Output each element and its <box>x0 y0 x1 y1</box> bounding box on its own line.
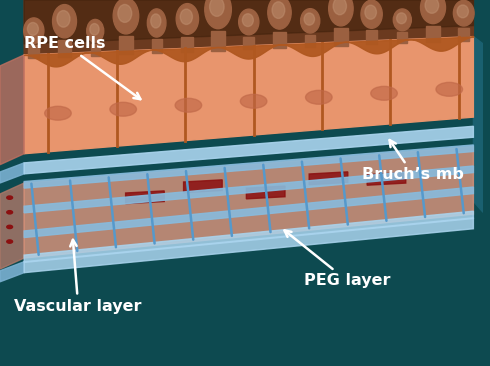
Text: RPE cells: RPE cells <box>24 37 141 99</box>
Text: Vascular layer: Vascular layer <box>15 240 142 314</box>
Bar <box>91 44 100 56</box>
Bar <box>366 30 377 44</box>
Ellipse shape <box>396 13 406 24</box>
Bar <box>151 39 162 53</box>
Polygon shape <box>24 187 473 238</box>
Polygon shape <box>0 240 483 366</box>
Ellipse shape <box>24 18 44 44</box>
Polygon shape <box>0 183 24 269</box>
Text: PEG layer: PEG layer <box>285 231 391 288</box>
Polygon shape <box>24 218 473 273</box>
Ellipse shape <box>371 86 397 100</box>
Bar <box>273 31 286 48</box>
Ellipse shape <box>210 0 224 16</box>
Ellipse shape <box>304 13 315 25</box>
Ellipse shape <box>436 82 463 96</box>
Polygon shape <box>473 37 483 212</box>
Ellipse shape <box>180 9 193 25</box>
Ellipse shape <box>118 4 132 22</box>
Ellipse shape <box>365 5 376 19</box>
Bar <box>119 37 133 55</box>
Polygon shape <box>24 126 473 174</box>
Bar <box>397 32 407 43</box>
Ellipse shape <box>57 11 70 27</box>
Polygon shape <box>24 211 473 262</box>
Ellipse shape <box>110 102 137 116</box>
Ellipse shape <box>147 9 166 37</box>
Ellipse shape <box>240 94 267 108</box>
Bar <box>426 26 440 42</box>
Polygon shape <box>0 262 24 282</box>
Polygon shape <box>24 37 473 154</box>
Bar <box>305 35 316 47</box>
Ellipse shape <box>239 9 259 35</box>
Bar <box>334 28 347 46</box>
Ellipse shape <box>175 98 202 112</box>
Ellipse shape <box>457 5 468 18</box>
Polygon shape <box>24 145 473 188</box>
Ellipse shape <box>301 9 320 33</box>
Ellipse shape <box>425 0 439 13</box>
Ellipse shape <box>90 23 99 35</box>
Ellipse shape <box>87 19 104 42</box>
Ellipse shape <box>7 225 13 228</box>
Bar <box>243 37 254 49</box>
Ellipse shape <box>333 0 346 15</box>
Polygon shape <box>367 172 406 185</box>
Ellipse shape <box>329 0 353 26</box>
Ellipse shape <box>272 2 285 18</box>
Ellipse shape <box>7 196 13 199</box>
Ellipse shape <box>7 211 13 214</box>
Ellipse shape <box>306 90 332 104</box>
Ellipse shape <box>420 0 445 23</box>
Ellipse shape <box>268 0 291 29</box>
Polygon shape <box>184 180 222 193</box>
Ellipse shape <box>453 0 474 26</box>
Text: Bruch’s mb: Bruch’s mb <box>362 140 464 182</box>
Polygon shape <box>24 166 473 213</box>
Ellipse shape <box>176 4 198 34</box>
Ellipse shape <box>151 14 161 28</box>
Polygon shape <box>0 163 24 183</box>
Ellipse shape <box>52 5 76 38</box>
Ellipse shape <box>243 14 253 26</box>
Bar <box>28 45 39 58</box>
Polygon shape <box>24 0 473 55</box>
Polygon shape <box>125 191 164 203</box>
Ellipse shape <box>361 0 382 28</box>
Polygon shape <box>246 186 285 199</box>
Ellipse shape <box>113 0 139 34</box>
Bar <box>58 40 71 57</box>
Polygon shape <box>24 146 473 258</box>
Polygon shape <box>0 55 24 165</box>
Ellipse shape <box>27 22 38 35</box>
Bar <box>458 28 469 41</box>
Polygon shape <box>24 0 473 44</box>
Polygon shape <box>309 172 348 185</box>
Bar <box>181 37 194 52</box>
Ellipse shape <box>205 0 231 29</box>
Ellipse shape <box>7 240 13 243</box>
Bar <box>211 31 225 51</box>
Ellipse shape <box>45 106 71 120</box>
Ellipse shape <box>393 9 412 31</box>
